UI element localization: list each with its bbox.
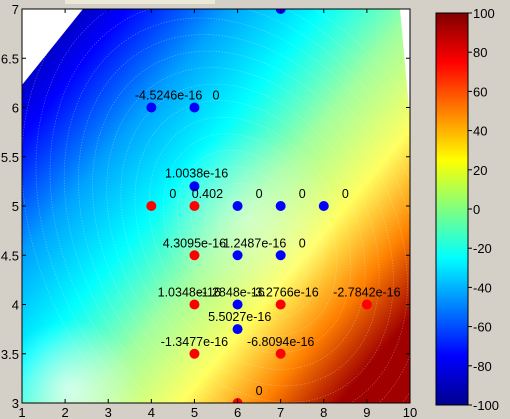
- y-tick-label: 6.5: [1, 51, 19, 66]
- contour-line: [120, 83, 380, 387]
- colorbar-tick-label: -20: [473, 241, 492, 256]
- point-value-label: 0: [299, 187, 306, 201]
- blue-point: [275, 201, 286, 211]
- contour-line: [134, 100, 366, 370]
- x-tick-label: 9: [363, 405, 370, 419]
- y-tick-label: 3: [12, 396, 19, 411]
- point-value-label: -1.2487e-16: [219, 236, 286, 250]
- point-value-label: -3.2766e-16: [251, 286, 318, 300]
- point-value-label: 0: [213, 89, 220, 103]
- colorbar: [435, 12, 469, 406]
- red-point: [146, 201, 157, 211]
- x-tick-label: 8: [320, 405, 327, 419]
- y-tick-label: 3.5: [1, 347, 19, 362]
- red-point: [275, 299, 286, 310]
- point-value-label: -1.2848e-16: [197, 286, 264, 300]
- red-point: [189, 201, 200, 211]
- y-tick-label: 5: [12, 199, 19, 214]
- x-tick-label: 10: [403, 405, 417, 419]
- red-point: [275, 348, 286, 359]
- point-value-label: 0: [342, 187, 349, 201]
- colorbar-tick-label: -100: [473, 398, 499, 413]
- point-value-label: -2.7842e-16: [333, 286, 400, 300]
- y-tick-label: 5.5: [1, 150, 19, 165]
- colorbar-tick-label: 0: [473, 202, 480, 217]
- blue-point: [189, 102, 200, 113]
- point-value-label: 0.402: [192, 187, 223, 201]
- y-axis: 3 3.5 4 4.5 5 5.5 6 6.5 7: [1, 2, 410, 411]
- y-tick-label: 4.5: [1, 248, 19, 263]
- contour-line: [106, 67, 394, 403]
- colorbar-axis: 100 80 60 40 20 0 -20 -40 -60 -80 -100: [468, 6, 499, 413]
- colorbar-tick-label: 20: [473, 163, 487, 178]
- red-point: [361, 299, 372, 310]
- colorbar-tick-label: 100: [473, 6, 495, 21]
- x-tick-label: 3: [105, 405, 112, 419]
- x-tick-label: 4: [148, 405, 155, 419]
- x-tick-label: 7: [277, 405, 284, 419]
- blue-point: [232, 324, 243, 335]
- y-tick-label: 7: [12, 2, 19, 17]
- point-value-label: 5.5027e-16: [208, 310, 271, 324]
- point-value-label: 0: [256, 384, 263, 398]
- blue-point: [232, 201, 243, 211]
- contour-line: [177, 149, 323, 321]
- point-value-label: 0: [256, 187, 263, 201]
- colorbar-tick-label: -40: [473, 280, 492, 295]
- contour-line: [92, 50, 408, 403]
- colorbar-tick-label: 80: [473, 45, 487, 60]
- x-tick-label: 5: [191, 405, 198, 419]
- colorbar-tick-label: -80: [473, 359, 492, 374]
- point-value-label: -6.8094e-16: [247, 335, 314, 349]
- point-value-label: 0: [169, 187, 176, 201]
- colorbar-tick-label: -60: [473, 320, 492, 335]
- contour-line: [148, 116, 352, 354]
- contour-line: [205, 182, 295, 288]
- blue-point: [275, 250, 286, 261]
- point-value-label: 0: [299, 236, 306, 250]
- contour-line: [219, 199, 281, 271]
- blue-point: [232, 250, 243, 261]
- point-value-label: -4.5246e-16: [135, 89, 202, 103]
- x-axis: 1 2 3 4 5 6 7 8 9 10: [18, 9, 417, 419]
- x-tick-label: 1: [18, 405, 25, 419]
- blue-point: [318, 201, 329, 211]
- red-point: [189, 299, 200, 310]
- blue-point: [189, 181, 200, 192]
- colorbar-tick-label: 60: [473, 84, 487, 99]
- point-annotations: -4.5246e-16 0 1.0038e-16 0 0.402 0 0 0 4.3095e-1…: [135, 89, 401, 398]
- red-point: [189, 250, 200, 261]
- contour-line: [191, 166, 309, 304]
- point-value-label: 1.0038e-16: [165, 166, 228, 180]
- x-tick-label: 2: [61, 405, 68, 419]
- toolbar-strip: [65, 0, 215, 4]
- point-value-label: 1.0348e-16: [158, 286, 221, 300]
- contour-line: [233, 216, 267, 254]
- colorbar-tick-label: 40: [473, 124, 487, 139]
- point-value-label: 4.3095e-16: [163, 236, 226, 250]
- blue-point: [146, 102, 157, 113]
- point-value-label: -1.3477e-16: [161, 335, 228, 349]
- blue-point: [232, 299, 243, 310]
- y-tick-label: 6: [12, 101, 19, 116]
- red-point: [189, 348, 200, 359]
- x-tick-label: 6: [234, 405, 241, 419]
- y-tick-label: 4: [12, 298, 19, 313]
